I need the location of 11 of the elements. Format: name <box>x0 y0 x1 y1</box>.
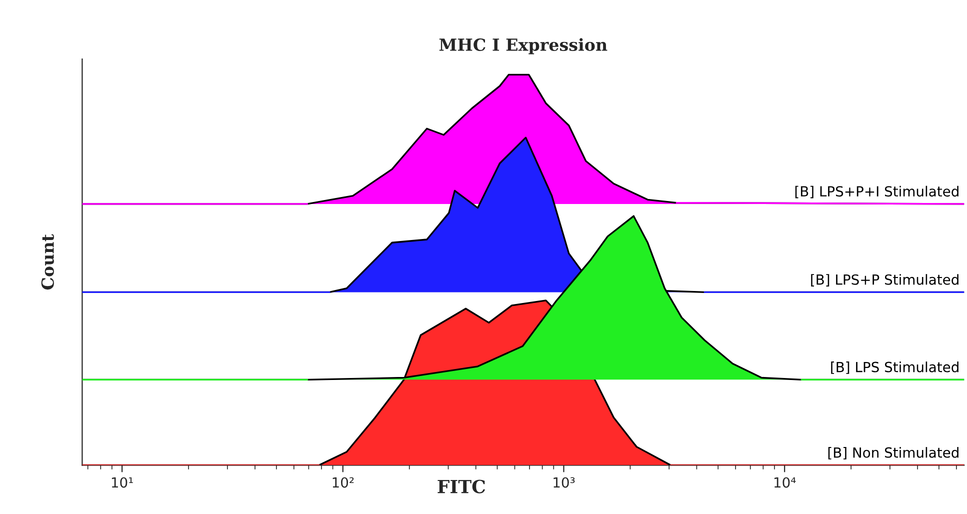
series-label: [B] Non Stimulated <box>828 447 958 460</box>
x-axis-title: FITC <box>438 480 486 494</box>
series-label: [B] LPS+P Stimulated <box>811 274 958 286</box>
x-tick-label: 10⁴ <box>774 477 796 488</box>
x-tick-label: 10³ <box>554 477 575 488</box>
x-tick-label: 10² <box>332 477 354 488</box>
x-tick-label: 10¹ <box>112 477 133 488</box>
series-label: [B] LPS+P+I Stimulated <box>795 186 958 198</box>
series-label: [B] LPS Stimulated <box>831 362 958 374</box>
chart-title: MHC I Expression <box>439 38 608 54</box>
y-axis-title: Count <box>41 234 54 290</box>
